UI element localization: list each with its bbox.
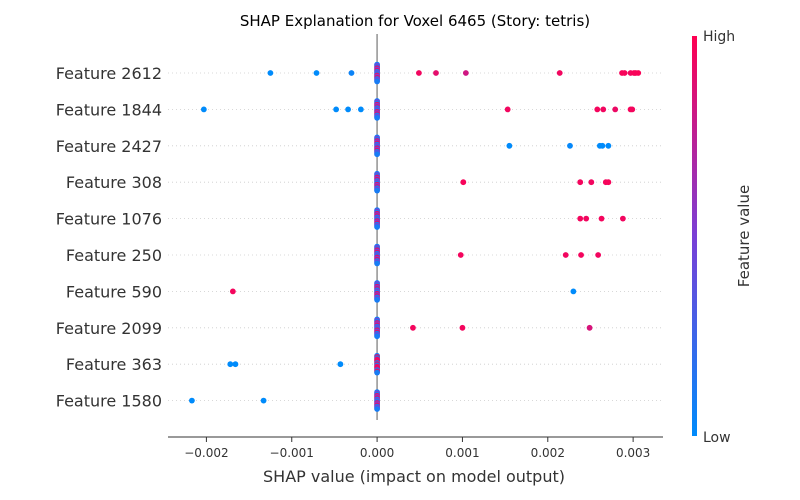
shap-point <box>457 252 464 258</box>
shap-point <box>410 324 416 331</box>
shap-point <box>313 70 320 76</box>
shap-point <box>345 106 351 113</box>
shap-point <box>462 70 469 76</box>
shap-point <box>459 324 466 331</box>
shap-point <box>595 252 602 258</box>
shap-point <box>578 252 584 258</box>
chart-title: SHAP Explanation for Voxel 6465 (Story: … <box>240 12 590 30</box>
shap-point <box>570 288 577 295</box>
shap-point <box>200 106 207 113</box>
shap-point <box>588 179 595 186</box>
x-tick-label: 0.003 <box>616 446 650 460</box>
shap-point <box>260 397 267 404</box>
shap-point <box>227 361 234 368</box>
shap-point <box>374 260 380 267</box>
shap-point <box>619 215 626 222</box>
shap-point <box>374 369 380 376</box>
shap-point <box>374 406 380 412</box>
shap-point <box>333 106 340 113</box>
x-tick-label: 0.000 <box>360 446 394 460</box>
shap-point <box>374 78 380 85</box>
shap-point <box>460 179 467 186</box>
shap-point <box>357 106 364 113</box>
shap-point <box>605 142 612 149</box>
shap-point <box>374 151 380 158</box>
shap-point <box>556 70 563 76</box>
shap-point <box>374 224 380 230</box>
shap-point <box>374 296 380 303</box>
shap-point <box>374 333 380 340</box>
shap-point <box>562 252 569 258</box>
shap-point <box>506 142 513 149</box>
shap-point <box>374 187 380 194</box>
x-axis-label: SHAP value (impact on model output) <box>263 467 565 486</box>
shap-point <box>567 142 573 149</box>
shap-point <box>594 106 601 113</box>
x-tick-label: −0.002 <box>184 446 228 460</box>
shap-point <box>348 70 355 76</box>
x-ticks: −0.002 −0.001 0.000 0.001 0.002 0.003 <box>184 437 650 460</box>
shap-point <box>635 70 642 76</box>
shap-point <box>374 114 380 121</box>
feature-label: Feature 1076 <box>56 210 162 229</box>
feature-label: Feature 1844 <box>56 100 162 119</box>
colorbar <box>692 36 697 436</box>
shap-point <box>267 70 274 76</box>
shap-point <box>504 106 511 113</box>
shap-point <box>188 397 195 404</box>
shap-point <box>586 324 593 331</box>
shap-point <box>605 179 612 186</box>
colorbar-high-label: High <box>703 29 735 45</box>
shap-point <box>577 179 584 186</box>
x-tick-label: 0.002 <box>531 446 565 460</box>
feature-label: Feature 590 <box>66 282 162 301</box>
shap-point <box>612 106 619 113</box>
shap-point <box>433 70 439 76</box>
feature-label: Feature 2099 <box>56 319 162 338</box>
shap-point <box>337 361 344 368</box>
shap-point <box>598 215 605 222</box>
x-tick-label: −0.001 <box>270 446 314 460</box>
grid-lines <box>168 72 663 402</box>
shap-point <box>577 215 584 222</box>
colorbar-title: Feature value <box>735 185 753 287</box>
feature-label: Feature 308 <box>66 173 162 192</box>
feature-label: Feature 1580 <box>56 392 162 411</box>
shap-point <box>232 361 239 368</box>
colorbar-low-label: Low <box>703 430 731 446</box>
feature-label: Feature 2427 <box>56 137 162 156</box>
shap-point <box>621 70 628 76</box>
shap-point <box>600 106 607 113</box>
points-layer <box>188 61 642 412</box>
x-tick-label: 0.001 <box>445 446 479 460</box>
feature-label: Feature 250 <box>66 246 162 265</box>
shap-point <box>416 70 422 76</box>
shap-point <box>583 215 590 222</box>
shap-point <box>629 106 636 113</box>
shap-point <box>229 288 236 295</box>
shap-point <box>599 142 606 149</box>
feature-labels: Feature 2612 Feature 1844 Feature 2427 Feat… <box>56 64 162 411</box>
feature-label: Feature 2612 <box>56 64 162 83</box>
feature-label: Feature 363 <box>66 355 162 374</box>
